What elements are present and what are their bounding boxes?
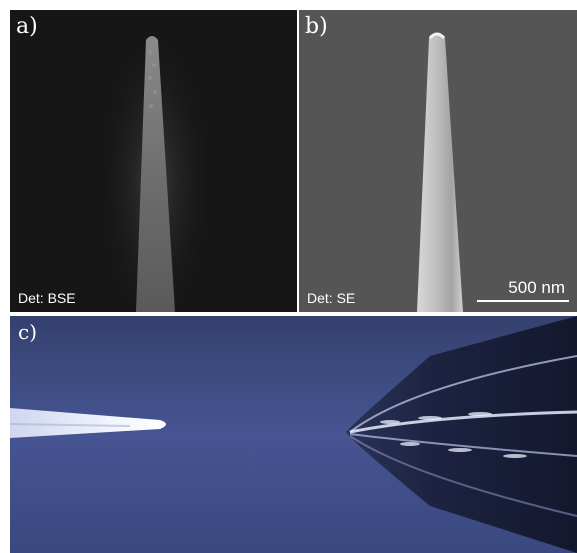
scale-bar-label: 500 nm [508, 278, 565, 297]
detector-label-se: Det: SE [307, 290, 356, 306]
panel-b-se-image: b) Det: SE 500 nm [299, 10, 577, 312]
optical-tips-image [10, 316, 577, 553]
panel-c-label: c) [18, 320, 38, 344]
se-tip-image [417, 32, 463, 312]
panel-c-optical-image: c) [10, 316, 577, 553]
bse-tip-image [95, 20, 215, 312]
bse-nanotip [136, 36, 175, 312]
panel-a-bse-image: a) Det: BSE [10, 10, 297, 312]
panel-a-label: a) [16, 14, 38, 39]
left-needle-tip [10, 408, 166, 438]
se-nanotip [417, 33, 463, 312]
panel-b-label: b) [305, 14, 328, 39]
right-cone-tip [346, 316, 577, 553]
detector-label-bse: Det: BSE [18, 290, 76, 306]
scale-bar [477, 300, 569, 302]
